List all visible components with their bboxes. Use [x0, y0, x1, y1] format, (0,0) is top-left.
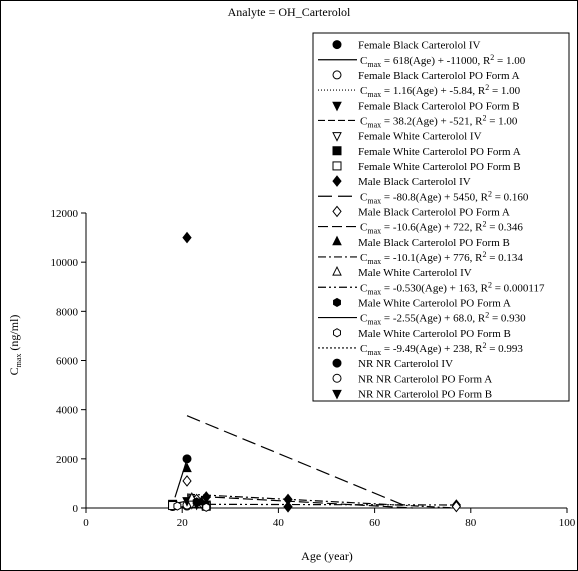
- legend-fit-label: Cmax = -2.55(Age) + 68.0, R2 = 0.930: [360, 311, 526, 327]
- point-male-black-carterolol-iv: [283, 500, 293, 513]
- legend-marker-male-white-carterolol-po-form-b: [333, 328, 341, 338]
- y-axis-label: Cmax (ng/ml): [7, 315, 23, 376]
- legend-label: Female Black Carterolol IV: [358, 40, 481, 52]
- point-female-black-carterolol-iv: [182, 454, 192, 464]
- fit-line-male-black-carterolol-iv: [186, 415, 404, 506]
- point-male-black-carterolol-iv: [182, 231, 192, 244]
- legend-fit-label: Cmax = -10.1(Age) + 776, R2 = 0.134: [360, 250, 523, 266]
- legend-label: Male White Carterolol PO Form A: [358, 297, 511, 309]
- legend-fit-label: Cmax = -9.49(Age) + 238, R2 = 0.993: [360, 341, 523, 357]
- point-male-white-carterolol-po-form-a: [192, 497, 201, 507]
- point-male-white-carterolol-po-form-b: [173, 501, 182, 511]
- fit-line-male-black-carterolol-po-form-b: [186, 493, 457, 509]
- point-male-white-carterolol-po-form-b: [202, 502, 211, 512]
- x-axis-label: Age (year): [301, 549, 353, 563]
- legend-label: Female White Carterolol PO Form A: [358, 146, 521, 158]
- legend-marker-female-black-carterolol-iv: [332, 40, 342, 50]
- fit-line-male-white-carterolol-iv: [187, 503, 457, 506]
- legend-box: [312, 32, 570, 402]
- fit-lines: [172, 415, 457, 509]
- y-tick-label: 6000: [56, 356, 79, 368]
- point-male-black-carterolol-po-form-a: [451, 500, 462, 513]
- legend-label: Female Black Carterolol PO Form B: [358, 100, 520, 112]
- legend-label: NR NR Carterolol IV: [358, 358, 453, 370]
- y-tick-label: 10000: [51, 257, 79, 269]
- data-points: [168, 231, 462, 513]
- x-tick-label: 60: [369, 517, 381, 529]
- y-axis-label-main: C: [7, 367, 21, 375]
- x-tick-label: 80: [465, 517, 477, 529]
- legend-label: Male Black Carterolol PO Form B: [358, 237, 510, 249]
- point-male-black-carterolol-po-form-b: [182, 462, 192, 473]
- legend-label: Female White Carterolol PO Form B: [358, 161, 521, 173]
- chart-title: Analyte = OH_Carterolol: [228, 5, 351, 19]
- legend-marker-female-white-carterolol-iv: [332, 132, 342, 142]
- legend-fit-label: Cmax = -0.530(Age) + 163, R2 = 0.000117: [360, 280, 545, 296]
- fit-line-male-black-carterolol-po-form-a: [186, 495, 414, 509]
- legend-label: Male White Carterolol IV: [358, 267, 472, 279]
- legend-marker-nr-nr-carterolol-po-form-b: [332, 389, 342, 400]
- y-axis-label-sub: max: [14, 354, 23, 368]
- legend-label: Female Black Carterolol PO Form A: [358, 70, 520, 82]
- legend-label: Male Black Carterolol IV: [358, 176, 471, 188]
- legend-label: Female White Carterolol IV: [358, 131, 482, 143]
- y-tick-label: 0: [73, 503, 79, 515]
- legend-fit-label: Cmax = -80.8(Age) + 5450, R2 = 0.160: [360, 189, 529, 205]
- x-tick-label: 100: [559, 517, 576, 529]
- y-tick-label: 2000: [56, 454, 79, 466]
- legend-fit-label: Cmax = -10.6(Age) + 722, R2 = 0.346: [360, 220, 523, 236]
- x-tick-label: 20: [177, 517, 189, 529]
- legend-marker-male-black-carterolol-po-form-a: [332, 205, 342, 218]
- legend-marker-nr-nr-carterolol-po-form-a: [332, 373, 342, 383]
- legend-marker-male-black-carterolol-po-form-b: [332, 235, 342, 246]
- legend-label: Male White Carterolol PO Form B: [358, 328, 511, 340]
- legend-label: Male Black Carterolol PO Form A: [358, 206, 510, 218]
- x-tick-label: 40: [273, 517, 285, 529]
- point-male-black-carterolol-po-form-a: [182, 475, 192, 487]
- y-axis-label-unit: (ng/ml): [7, 315, 21, 354]
- legend-marker-male-white-carterolol-po-form-a: [333, 297, 341, 307]
- legend-label: NR NR Carterolol PO Form A: [358, 373, 492, 385]
- axes: 0 20 40 60 80 100 0 2000 4000 6000 8000 10000 12000: [51, 208, 576, 529]
- legend-fit-label: Cmax = 1.16(Age) + -5.84, R2 = 1.00: [360, 83, 521, 99]
- legend-marker-female-white-carterolol-po-form-a: [332, 146, 342, 156]
- legend-fit-label: Cmax = 618(Age) + -11000, R2 = 1.00: [360, 53, 526, 69]
- x-tick-label: 0: [83, 517, 89, 529]
- y-tick-label: 4000: [56, 405, 79, 417]
- legend-label: NR NR Carterolol PO Form B: [358, 388, 492, 400]
- legend-marker-female-black-carterolol-po-form-a: [332, 70, 342, 80]
- legend-marker-male-white-carterolol-iv: [332, 265, 342, 276]
- legend-fit-label: Cmax = 38.2(Age) + -521, R2 = 1.00: [360, 113, 518, 129]
- y-tick-label: 12000: [51, 208, 79, 220]
- legend-marker-nr-nr-carterolol-iv: [332, 358, 342, 368]
- legend-marker-female-white-carterolol-po-form-b: [332, 161, 342, 171]
- legend-marker-female-black-carterolol-po-form-b: [332, 101, 342, 112]
- legend-marker-male-black-carterolol-iv: [332, 175, 342, 187]
- y-tick-label: 8000: [56, 306, 79, 318]
